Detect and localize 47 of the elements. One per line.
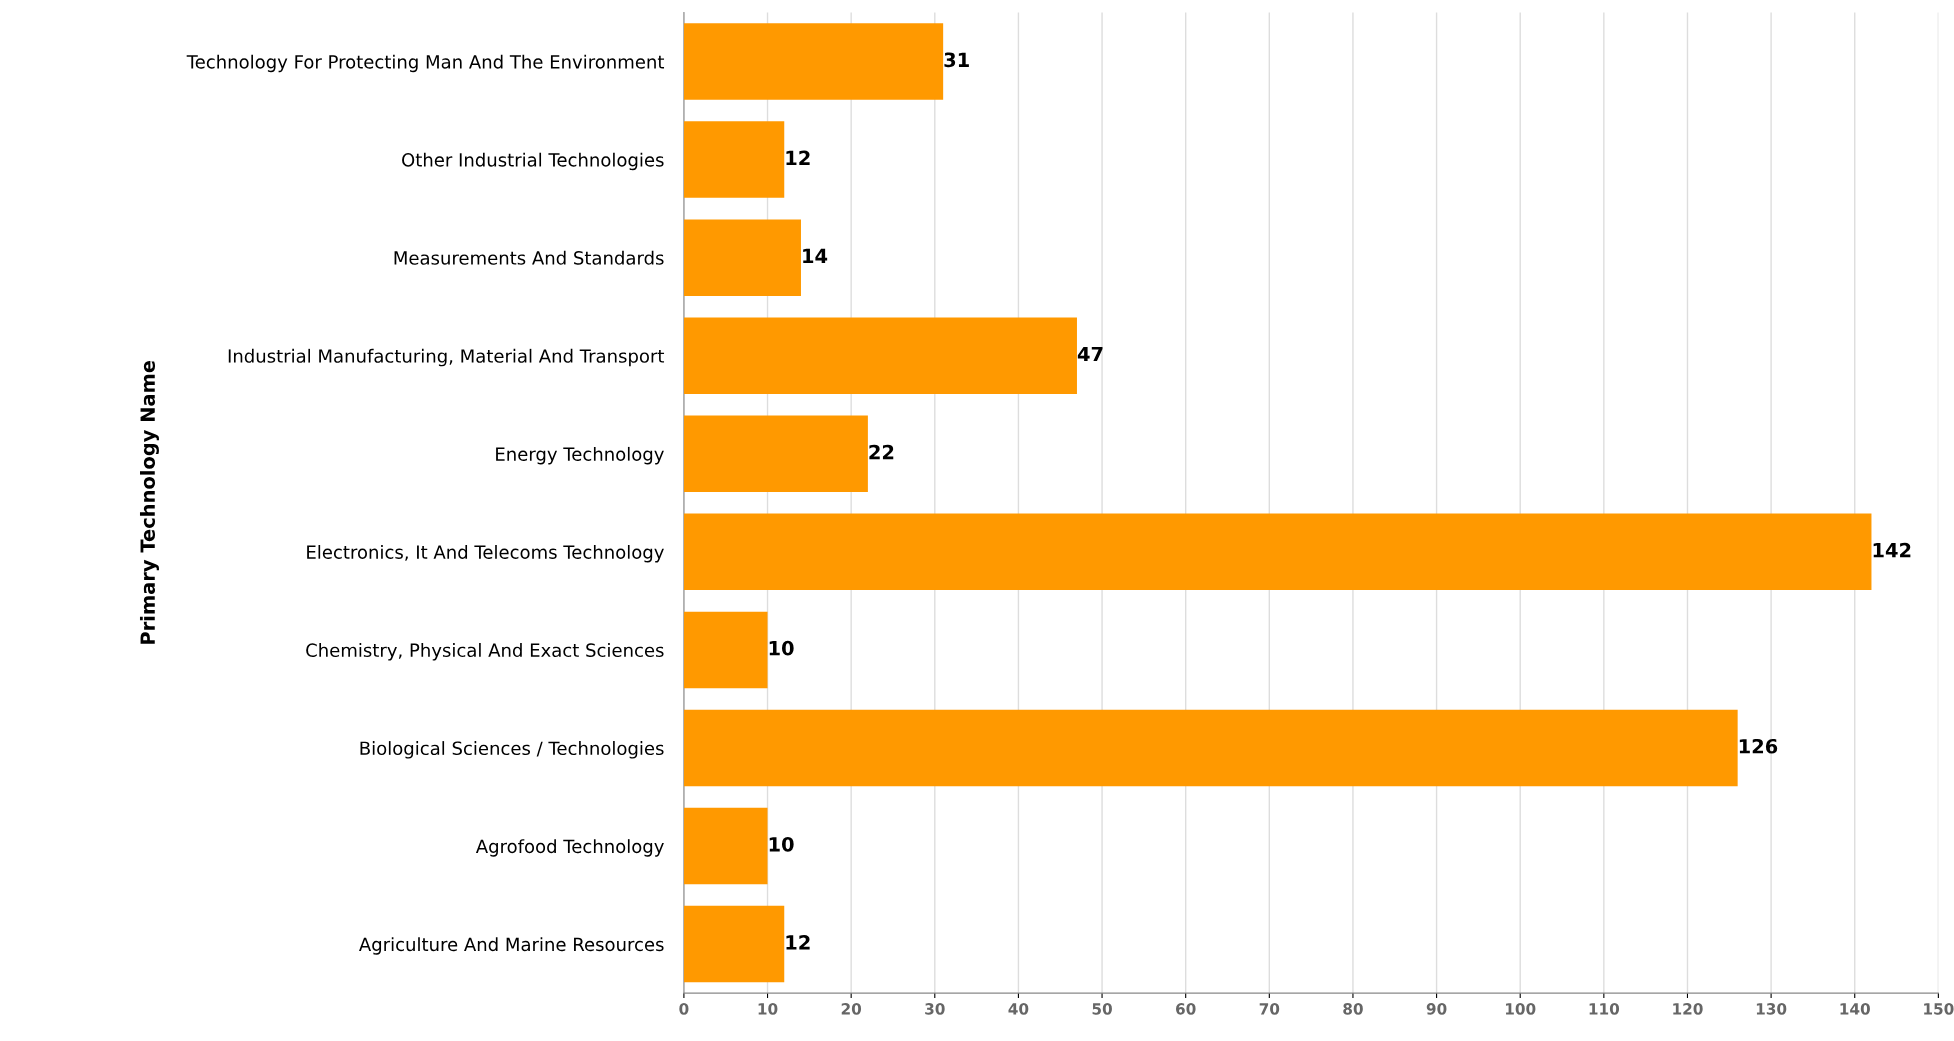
x-tick-label: 40 [1008,1003,1029,1015]
bar [683,23,944,100]
bar [683,219,801,296]
bar [683,513,1872,591]
x-tick-label: 30 [925,1003,945,1015]
y-tick-label: Energy Technology [496,446,664,465]
data-label: 142 [1873,542,1911,558]
data-label: 10 [769,836,794,852]
y-tick-label: Electronics, It And Telecoms Technology [307,544,664,563]
y-tick-label: Technology For Protecting Man And The Environment [186,54,665,73]
y-tick-label: Biological Sciences / Technologies [360,741,664,759]
data-label: 126 [1739,738,1778,754]
y-tick-label: Agrofood Technology [475,839,664,857]
x-tick-label: 20 [841,1003,862,1015]
x-tick-label: 60 [1176,1003,1196,1015]
y-axis-title: Primary Technology Name [139,360,159,644]
data-label: 10 [769,640,794,656]
x-tick-label: 50 [1092,1003,1112,1015]
x-tick-label: 150 [1924,1003,1954,1015]
x-tick-label: 80 [1343,1003,1363,1015]
x-tick-label: 140 [1840,1003,1870,1015]
x-tick-label: 100 [1505,1003,1536,1015]
y-tick-label: Chemistry, Physical And Exact Sciences [306,643,664,661]
x-tick-label: 70 [1259,1003,1280,1015]
bar [683,709,1738,787]
y-tick-label: Agriculture And Marine Resources [359,937,664,955]
bar [683,317,1077,394]
y-tick-label: Measurements And Standards [394,250,664,265]
data-label: 12 [786,935,810,950]
bar [683,611,768,689]
data-label: 31 [944,52,969,68]
x-tick-label: 90 [1426,1003,1447,1015]
x-tick-label: 120 [1673,1003,1703,1015]
x-tick-label: 110 [1589,1003,1620,1015]
bar [683,807,768,885]
x-tick-label: 10 [758,1003,778,1015]
bar [683,905,785,983]
data-label: 22 [869,444,894,460]
y-tick-label: Other Industrial Technologies [402,152,664,171]
x-tick-label: 130 [1756,1003,1787,1015]
bar [683,121,785,198]
data-label: 14 [803,248,828,264]
data-label: 12 [786,150,810,165]
data-label: 47 [1077,346,1103,362]
x-tick-label: 0 [679,1003,689,1015]
y-tick-label: Industrial Manufacturing, Material And Transport [228,348,665,367]
bar [683,415,868,493]
